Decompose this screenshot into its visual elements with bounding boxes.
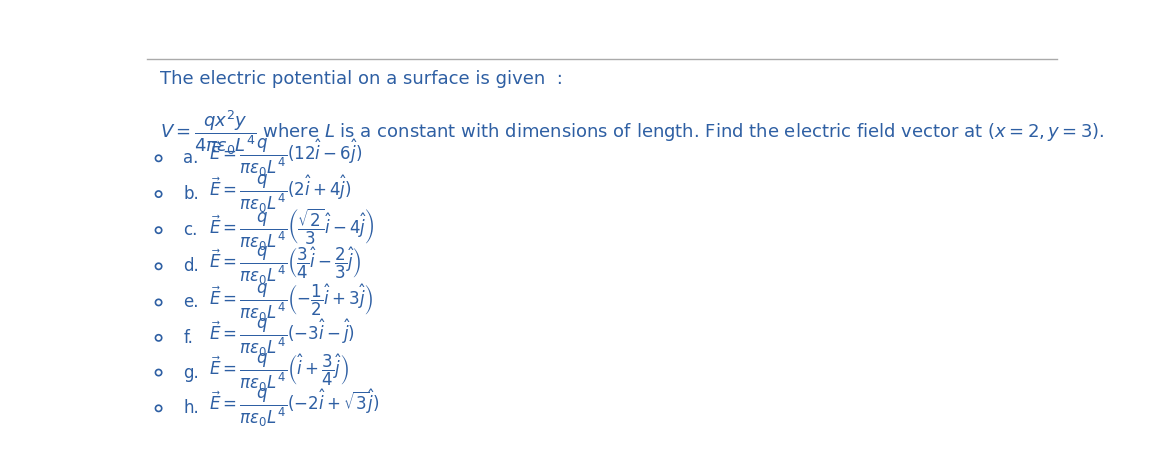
Text: h.: h.: [183, 399, 198, 417]
Text: b.: b.: [183, 185, 198, 203]
Text: $\vec{E} = \dfrac{q}{\pi\epsilon_0 L^4}(-2\hat{i} + \sqrt{3}\hat{j})$: $\vec{E} = \dfrac{q}{\pi\epsilon_0 L^4}(…: [209, 387, 379, 429]
Text: $\vec{E} = \dfrac{q}{\pi\epsilon_0 L^4}\left(\dfrac{3}{4}\hat{i} - \dfrac{2}{3}\: $\vec{E} = \dfrac{q}{\pi\epsilon_0 L^4}\…: [209, 245, 362, 287]
Text: $\vec{E} = \dfrac{q}{\pi\epsilon_0 L^4}(2\hat{i} + 4\hat{j})$: $\vec{E} = \dfrac{q}{\pi\epsilon_0 L^4}(…: [209, 173, 351, 215]
Text: e.: e.: [183, 294, 198, 312]
Text: $\vec{E} = \dfrac{q}{\pi\epsilon_0 L^4}(12\hat{i} - 6\hat{j})$: $\vec{E} = \dfrac{q}{\pi\epsilon_0 L^4}(…: [209, 137, 362, 179]
Text: $\vec{E} = \dfrac{q}{\pi\epsilon_0 L^4}\left(\hat{i} + \dfrac{3}{4}\hat{j}\right: $\vec{E} = \dfrac{q}{\pi\epsilon_0 L^4}\…: [209, 351, 349, 394]
Text: c.: c.: [183, 221, 197, 239]
Text: a.: a.: [183, 149, 198, 167]
Text: $\vec{E} = \dfrac{q}{\pi\epsilon_0 L^4}\left(-\dfrac{1}{2}\hat{i} + 3\hat{j}\rig: $\vec{E} = \dfrac{q}{\pi\epsilon_0 L^4}\…: [209, 281, 373, 323]
Text: $\vec{E} = \dfrac{q}{\pi\epsilon_0 L^4}(-3\hat{i} - \hat{j})$: $\vec{E} = \dfrac{q}{\pi\epsilon_0 L^4}(…: [209, 317, 355, 359]
Text: g.: g.: [183, 364, 198, 382]
Text: d.: d.: [183, 258, 198, 275]
Text: The electric potential on a surface is given  :: The electric potential on a surface is g…: [161, 70, 564, 88]
Text: $\vec{E} = \dfrac{q}{\pi\epsilon_0 L^4}\left(\dfrac{\sqrt{2}}{3}\hat{i} - 4\hat{: $\vec{E} = \dfrac{q}{\pi\epsilon_0 L^4}\…: [209, 207, 375, 253]
Text: f.: f.: [183, 329, 193, 347]
Text: $V = \dfrac{qx^2y}{4\pi\epsilon_0 L^4}$ where $L$ is a constant with dimensions : $V = \dfrac{qx^2y}{4\pi\epsilon_0 L^4}$ …: [161, 108, 1105, 157]
